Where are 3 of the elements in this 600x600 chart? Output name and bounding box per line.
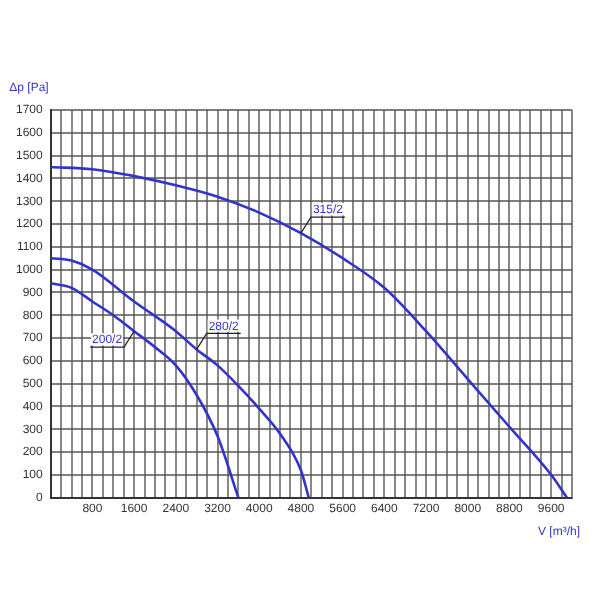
line-series xyxy=(50,281,240,498)
line-series xyxy=(50,256,311,498)
line-series xyxy=(50,165,569,498)
